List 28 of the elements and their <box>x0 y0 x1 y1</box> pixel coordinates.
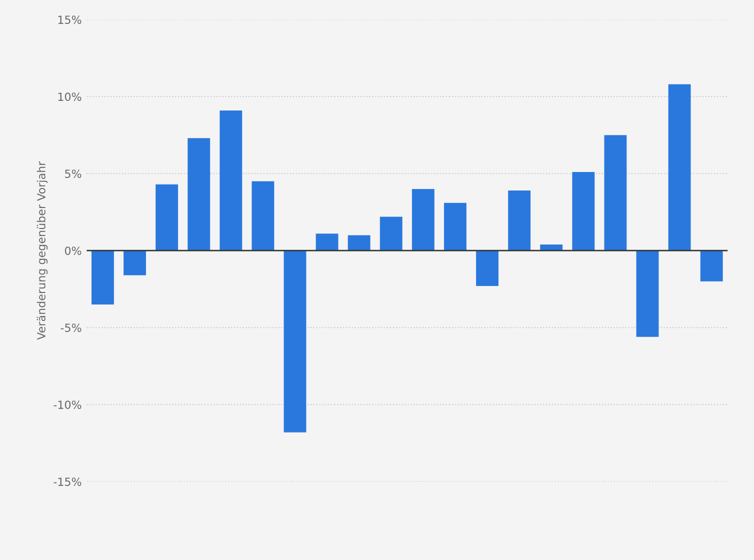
y-tick-label: 0% <box>64 246 82 255</box>
y-tick-label: -10% <box>54 400 82 409</box>
bar <box>380 216 402 251</box>
bar <box>284 250 306 432</box>
bar <box>348 235 370 251</box>
bar <box>572 172 595 251</box>
bar <box>604 135 627 251</box>
bar <box>508 190 531 251</box>
bar <box>540 244 563 251</box>
y-axis-title: Veränderung gegenüber Vorjahr <box>36 161 48 340</box>
bar <box>412 189 434 251</box>
bar <box>188 138 210 251</box>
y-tick-label: -5% <box>60 324 82 332</box>
bar <box>156 184 178 251</box>
bar <box>252 181 274 251</box>
bar <box>700 250 723 282</box>
bar <box>444 202 466 251</box>
y-tick-label: 15% <box>58 16 82 24</box>
y-tick-label: 10% <box>58 92 82 101</box>
bar <box>124 250 146 276</box>
bar <box>476 250 498 286</box>
bar <box>92 250 114 304</box>
bar <box>316 234 338 251</box>
y-tick-label: 5% <box>65 170 82 178</box>
bar <box>668 84 691 251</box>
bar <box>220 110 242 251</box>
y-tick-label: -15% <box>54 478 82 486</box>
bar <box>636 250 659 337</box>
